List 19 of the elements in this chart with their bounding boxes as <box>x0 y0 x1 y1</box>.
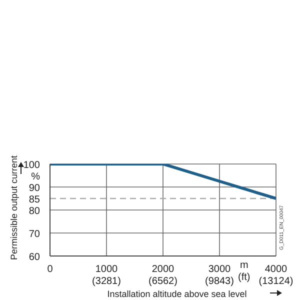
x2-tick-label: (6562) <box>148 276 178 287</box>
x-axis-title: Installation altitude above sea level <box>107 289 247 299</box>
y-tick-label: 70 <box>28 229 40 240</box>
x-tick-label: 4000 <box>264 264 288 275</box>
x-tick-label: 3000 <box>208 264 232 275</box>
x2-tick-label: (13124) <box>258 276 294 287</box>
x2-tick-label: (3281) <box>92 276 121 287</box>
y-tick-label: 60 <box>28 252 40 263</box>
y-tick-label: 100 <box>23 160 40 171</box>
y-tick-label: % <box>31 172 40 182</box>
x-tick-label: 2000 <box>152 264 175 275</box>
x-tick-label: 0 <box>47 264 54 275</box>
y-axis-title: Permissible output current <box>9 154 20 260</box>
text: m (ft) <box>238 260 250 284</box>
y-tick-label: 85 <box>28 194 40 206</box>
x-tick-label: 1000 <box>95 264 118 275</box>
y-tick-label: 80 <box>28 206 40 217</box>
x2-tick-label: (9843) <box>205 276 234 287</box>
y-tick-label: 90 <box>28 183 40 194</box>
